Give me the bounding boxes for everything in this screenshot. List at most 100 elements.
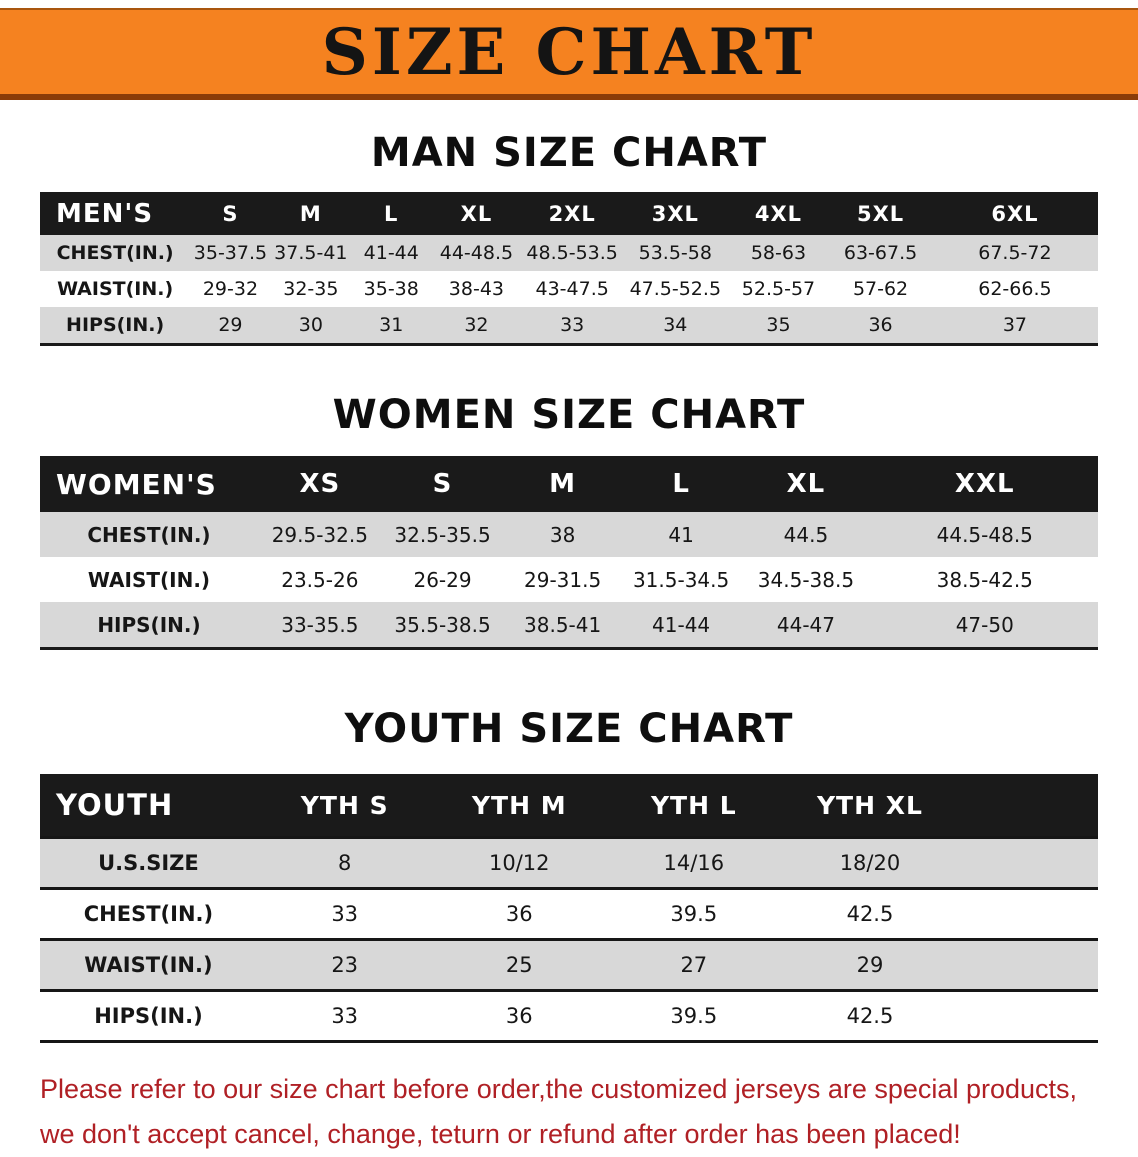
youth-section-heading: YOUTH SIZE CHART	[344, 706, 794, 752]
value-cell: 36	[829, 307, 932, 345]
value-cell: 29.5-32.5	[257, 512, 382, 557]
value-cell: 36	[432, 990, 606, 1042]
row-label: WAIST(IN.)	[40, 557, 258, 602]
header-cell: XS	[257, 456, 382, 512]
value-cell: 62-66.5	[931, 271, 1098, 307]
value-cell: 32-35	[270, 271, 352, 307]
row-label: CHEST(IN.)	[40, 888, 257, 940]
size-chart-banner: SIZE CHART	[0, 8, 1138, 100]
row-label: WAIST(IN.)	[40, 271, 191, 307]
header-cell: 4XL	[727, 192, 830, 235]
value-cell: 41-44	[351, 235, 432, 271]
header-cell: XXL	[871, 456, 1098, 512]
header-cell: M	[270, 192, 352, 235]
value-cell: 14/16	[606, 837, 782, 889]
disclaimer-line-1: Please refer to our size chart before or…	[40, 1074, 1078, 1104]
value-cell: 52.5-57	[727, 271, 830, 307]
header-cell: S	[190, 192, 271, 235]
value-cell: 42.5	[781, 888, 959, 940]
measurement-row: CHEST(IN.) 29.5-32.5 32.5-35.5 38 41 44.5 44.5…	[40, 512, 1098, 557]
value-cell: 38.5-42.5	[871, 557, 1098, 602]
value-cell: 42.5	[781, 990, 959, 1042]
women-section-heading: WOMEN SIZE CHART	[332, 392, 806, 438]
header-cell: XL	[740, 456, 872, 512]
value-cell: 58-63	[727, 235, 830, 271]
header-cell: YOUTH	[40, 774, 257, 838]
value-cell: 35	[727, 307, 830, 345]
spacer-cell	[958, 837, 1098, 889]
spacer-cell	[958, 990, 1098, 1042]
disclaimer-note: Please refer to our size chart before or…	[40, 1067, 1138, 1157]
measurement-row: HIPS(IN.) 33 36 39.5 42.5	[40, 990, 1098, 1042]
value-cell: 44.5	[740, 512, 872, 557]
value-cell: 27	[606, 939, 782, 991]
women-size-chart-section: WOMEN SIZE CHART WOMEN'S XS S M L XL XXL CHEST(…	[0, 392, 1138, 650]
men-section-heading: MAN SIZE CHART	[370, 130, 768, 176]
header-cell: YTH XL	[781, 774, 959, 838]
spacer-cell	[958, 888, 1098, 940]
value-cell: 34.5-38.5	[740, 557, 872, 602]
row-label: CHEST(IN.)	[40, 235, 191, 271]
value-cell: 18/20	[781, 837, 959, 889]
value-cell: 23.5-26	[257, 557, 382, 602]
youth-size-table: YOUTH YTH S YTH M YTH L YTH XL U.S.SIZE 8 10/12…	[40, 774, 1098, 1043]
header-cell: YTH L	[606, 774, 782, 838]
row-label: HIPS(IN.)	[40, 602, 258, 649]
header-cell: MEN'S	[40, 192, 191, 235]
measurement-row: WAIST(IN.) 23 25 27 29	[40, 939, 1098, 991]
measurement-row: CHEST(IN.) 33 36 39.5 42.5	[40, 888, 1098, 940]
value-cell: 29	[190, 307, 271, 345]
header-cell: WOMEN'S	[40, 456, 258, 512]
value-cell: 32.5-35.5	[381, 512, 504, 557]
value-cell: 43-47.5	[521, 271, 623, 307]
value-cell: 63-67.5	[829, 235, 932, 271]
value-cell: 44-48.5	[431, 235, 522, 271]
measurement-row: CHEST(IN.) 35-37.5 37.5-41 41-44 44-48.5 48.5…	[40, 235, 1098, 271]
row-label: WAIST(IN.)	[40, 939, 257, 991]
measurement-row: HIPS(IN.) 33-35.5 35.5-38.5 38.5-41 41-44 44-…	[40, 602, 1098, 649]
value-cell: 33	[256, 888, 433, 940]
page-title: SIZE CHART	[321, 14, 817, 90]
value-cell: 37	[931, 307, 1098, 345]
value-cell: 36	[432, 888, 606, 940]
value-cell: 67.5-72	[931, 235, 1098, 271]
value-cell: 35-37.5	[190, 235, 271, 271]
value-cell: 32	[431, 307, 522, 345]
header-cell: XL	[431, 192, 522, 235]
value-cell: 48.5-53.5	[521, 235, 623, 271]
size-header-row: YOUTH YTH S YTH M YTH L YTH XL	[40, 774, 1098, 838]
header-cell: 5XL	[829, 192, 932, 235]
size-header-row: WOMEN'S XS S M L XL XXL	[40, 456, 1098, 512]
value-cell: 30	[270, 307, 352, 345]
value-cell: 53.5-58	[622, 235, 728, 271]
value-cell: 44-47	[740, 602, 872, 649]
header-cell: S	[381, 456, 504, 512]
value-cell: 35-38	[351, 271, 432, 307]
women-size-table: WOMEN'S XS S M L XL XXL CHEST(IN.) 29.5-32.5 32.5…	[40, 456, 1098, 650]
value-cell: 23	[256, 939, 433, 991]
value-cell: 57-62	[829, 271, 932, 307]
row-label: U.S.SIZE	[40, 837, 257, 889]
row-label: HIPS(IN.)	[40, 990, 257, 1042]
youth-size-chart-section: YOUTH SIZE CHART YOUTH YTH S YTH M YTH L YTH…	[0, 706, 1138, 1043]
header-cell: 2XL	[521, 192, 623, 235]
value-cell: 38	[503, 512, 622, 557]
value-cell: 29-31.5	[503, 557, 622, 602]
value-cell: 47-50	[871, 602, 1098, 649]
value-cell: 29	[781, 939, 959, 991]
value-cell: 33	[521, 307, 623, 345]
value-cell: 37.5-41	[270, 235, 352, 271]
value-cell: 33	[256, 990, 433, 1042]
value-cell: 33-35.5	[257, 602, 382, 649]
header-spacer-cell	[958, 774, 1098, 838]
value-cell: 26-29	[381, 557, 504, 602]
header-cell: YTH M	[432, 774, 606, 838]
value-cell: 44.5-48.5	[871, 512, 1098, 557]
value-cell: 31	[351, 307, 432, 345]
measurement-row: HIPS(IN.) 29 30 31 32 33 34 35 36 37	[40, 307, 1098, 345]
value-cell: 39.5	[606, 888, 782, 940]
value-cell: 25	[432, 939, 606, 991]
header-cell: 3XL	[622, 192, 728, 235]
value-cell: 41	[621, 512, 741, 557]
